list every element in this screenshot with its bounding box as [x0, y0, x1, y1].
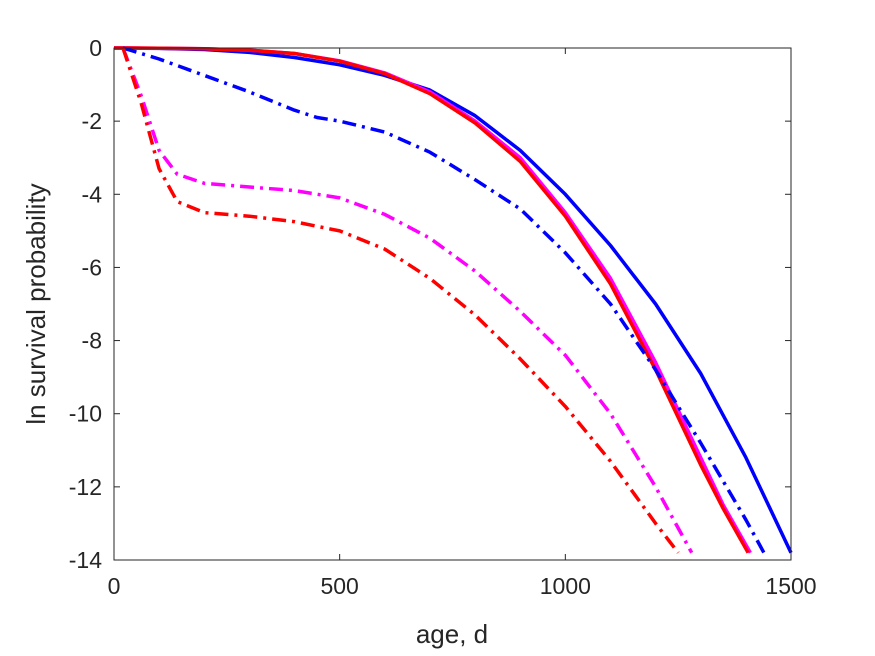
plot-frame [113, 47, 792, 561]
y-tick-label: -6 [82, 254, 102, 280]
y-tick-label: 0 [89, 35, 102, 61]
y-tick-label: -4 [82, 181, 103, 207]
y-tick-label: -14 [69, 547, 102, 573]
y-axis-title: ln survival probability [21, 183, 51, 424]
x-tick-label: 0 [108, 573, 121, 599]
x-tick-label: 1500 [765, 573, 816, 599]
plot-area [114, 48, 791, 560]
y-tick-label: -12 [69, 474, 102, 500]
series-layer [113, 46, 793, 554]
series-line-4-dashdot [122, 46, 766, 554]
ticks-layer: 0 500 1000 1500 0 -2 -4 -6 -8 -10 -12 -14 [69, 35, 817, 599]
series-line-5-dashdot [121, 47, 694, 554]
y-tick-label: -10 [69, 401, 102, 427]
x-axis-title: age, d [416, 619, 488, 649]
x-tick-label: 500 [320, 573, 358, 599]
x-tick-label: 1000 [540, 573, 591, 599]
series-line-3-solid [113, 46, 750, 554]
series-line-6-dashdot [121, 47, 680, 554]
y-tick-label: -2 [82, 108, 102, 134]
y-tick-label: -8 [82, 328, 102, 354]
